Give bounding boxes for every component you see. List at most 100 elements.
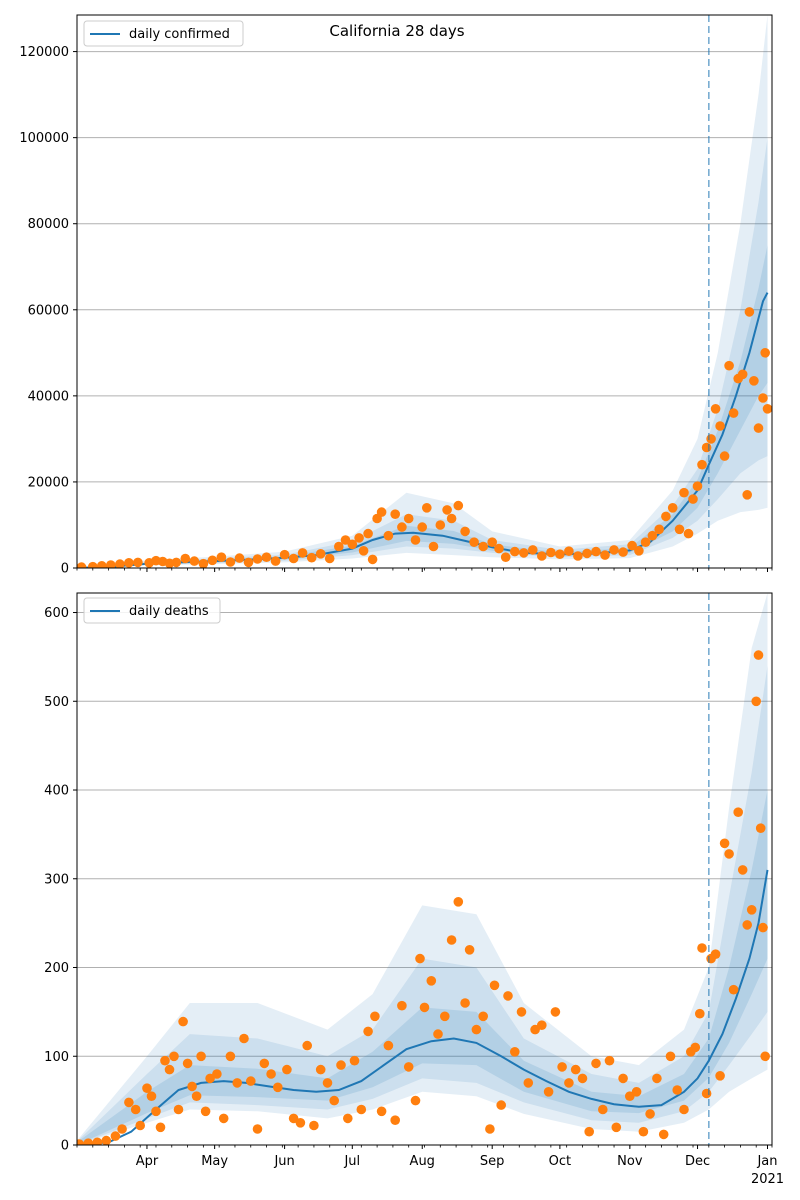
data-point — [546, 547, 556, 558]
data-point — [83, 1138, 94, 1145]
data-point — [261, 552, 272, 562]
data-point — [591, 1058, 601, 1069]
data-point — [609, 545, 619, 555]
data-point — [306, 552, 317, 563]
data-point — [460, 526, 470, 537]
data-point — [537, 1020, 547, 1030]
data-point — [638, 1126, 649, 1137]
data-point — [200, 1106, 211, 1117]
data-point — [760, 1051, 770, 1062]
x-tick-label: Aug — [410, 1154, 435, 1169]
data-point — [478, 541, 489, 552]
data-point — [753, 423, 764, 433]
data-point — [428, 541, 439, 552]
data-point — [160, 1055, 170, 1066]
data-point — [564, 546, 574, 556]
data-point — [252, 554, 263, 564]
y-tick-label: 600 — [44, 606, 69, 621]
data-point — [618, 1073, 628, 1084]
data-point — [234, 553, 245, 563]
data-point — [627, 540, 637, 551]
y-tick-label: 300 — [44, 872, 69, 887]
data-point — [324, 553, 335, 564]
data-point — [315, 549, 326, 559]
x-tick-label: Sep — [480, 1154, 505, 1169]
data-point — [106, 560, 116, 568]
data-point — [191, 1091, 202, 1101]
data-point — [367, 554, 378, 565]
data-point — [652, 1073, 662, 1084]
data-point — [510, 546, 520, 557]
data-point — [410, 1095, 421, 1106]
data-point — [519, 548, 529, 558]
data-point — [679, 1104, 689, 1115]
y-tick-label: 0 — [61, 562, 69, 577]
x-tick-label: Jan — [756, 1154, 777, 1169]
data-point — [469, 537, 479, 547]
data-point — [755, 823, 766, 833]
data-point — [397, 1000, 407, 1011]
data-point — [403, 513, 414, 524]
data-point — [155, 1122, 166, 1133]
data-point — [667, 503, 678, 513]
data-point — [435, 520, 446, 530]
data-point — [611, 1122, 622, 1133]
data-point — [252, 1124, 263, 1134]
data-point — [363, 1026, 373, 1037]
legend-box — [83, 20, 244, 47]
data-point — [724, 849, 734, 859]
data-point — [322, 1078, 333, 1088]
data-point — [115, 559, 125, 568]
x-tick-label: May — [201, 1154, 228, 1169]
plot-area: 0 20000 40000 60000 80000 100000 120000 — [19, 14, 773, 577]
data-point — [218, 1113, 229, 1124]
data-point — [205, 1073, 215, 1084]
data-point — [92, 1137, 103, 1145]
data-point — [178, 1016, 188, 1027]
data-point — [370, 1011, 380, 1022]
data-point — [419, 1002, 430, 1013]
data-point — [273, 1082, 283, 1093]
data-point — [110, 1131, 121, 1141]
data-point — [647, 530, 658, 541]
data-point — [130, 1104, 141, 1115]
uncertainty-band-outer — [77, 593, 768, 1145]
data-point — [631, 1087, 642, 1097]
data-point — [661, 511, 671, 522]
data-point — [383, 530, 394, 541]
uncertainty-band-middle — [77, 665, 768, 1145]
data-point — [503, 991, 513, 1001]
data-point — [719, 451, 730, 461]
data-point — [243, 557, 254, 568]
data-point — [426, 976, 437, 986]
legend: daily confirmed — [83, 20, 244, 47]
data-point — [97, 561, 107, 568]
data-point — [212, 1069, 222, 1079]
data-point — [171, 557, 182, 568]
data-point — [453, 500, 464, 511]
data-point — [309, 1120, 319, 1131]
data-point — [598, 1104, 608, 1115]
data-point — [674, 524, 685, 535]
data-point — [354, 533, 364, 543]
data-point — [169, 1051, 179, 1062]
data-point — [279, 549, 290, 560]
data-point — [715, 421, 725, 431]
plot-content — [77, 15, 772, 568]
data-point — [302, 1040, 313, 1051]
data-point — [358, 546, 369, 556]
data-point — [282, 1064, 292, 1075]
data-point — [737, 369, 748, 380]
legend-box — [83, 597, 221, 624]
data-point — [485, 1124, 495, 1134]
data-point — [239, 1033, 249, 1044]
data-point — [760, 348, 770, 358]
data-point — [489, 980, 500, 991]
data-point — [216, 552, 227, 562]
data-point — [410, 535, 421, 545]
data-point — [422, 503, 432, 513]
data-point — [196, 1051, 206, 1062]
data-point — [180, 553, 191, 564]
data-point — [625, 1091, 635, 1101]
legend-label: daily confirmed — [129, 27, 230, 42]
